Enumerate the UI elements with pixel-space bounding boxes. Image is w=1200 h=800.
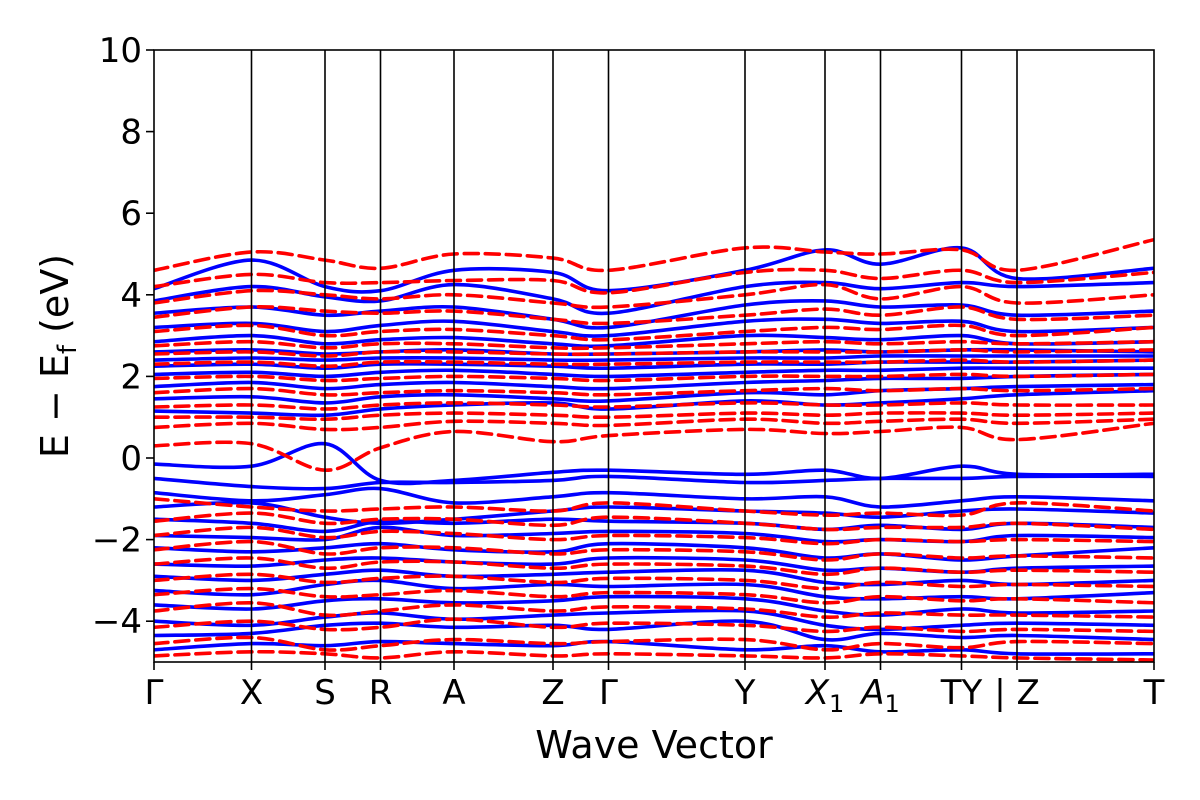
x-tick-label-12: T xyxy=(1143,673,1165,713)
x-tick-label-1: X xyxy=(240,673,263,713)
y-tick-label-3: 2 xyxy=(120,357,142,397)
x-tick-label-10: TY xyxy=(940,673,983,713)
y-tick-label-2: 0 xyxy=(120,439,142,479)
kpoint-lines-group xyxy=(250,50,1018,662)
y-ticks-group: −4 −2 0 2 4 6 8 10 xyxy=(92,31,154,642)
x-tick-label-8: X1 xyxy=(804,673,845,718)
y-tick-label-5: 6 xyxy=(120,194,142,234)
x-tick-label-4: A xyxy=(442,673,465,713)
y-tick-label-6: 8 xyxy=(120,113,142,153)
y-tick-label-7: 10 xyxy=(99,31,142,71)
y-axis-title-unit: (eV) xyxy=(33,254,77,345)
x-tick-label-9: A1 xyxy=(859,673,900,718)
x-tick-label-6: Γ xyxy=(599,673,618,713)
y-tick-label-0: −4 xyxy=(92,602,142,642)
x-tick-label-2: S xyxy=(314,673,336,713)
y-axis-title: E − Ef (eV) xyxy=(33,254,83,458)
y-axis-title-main: E − E xyxy=(33,354,77,458)
plot-frame xyxy=(153,49,1155,663)
x-tick-label-0: Γ xyxy=(145,673,164,713)
x-tick-label-5: Z xyxy=(541,673,564,713)
y-tick-label-4: 4 xyxy=(120,276,142,316)
y-axis-title-subscript: f xyxy=(53,344,83,354)
x-axis-title: Wave Vector xyxy=(535,723,773,767)
x-tick-label-3: R xyxy=(369,673,393,713)
y-tick-label-1: −2 xyxy=(92,521,142,561)
x-tick-label-11: | Z xyxy=(994,673,1040,713)
x-tick-label-7: Y xyxy=(734,673,756,713)
